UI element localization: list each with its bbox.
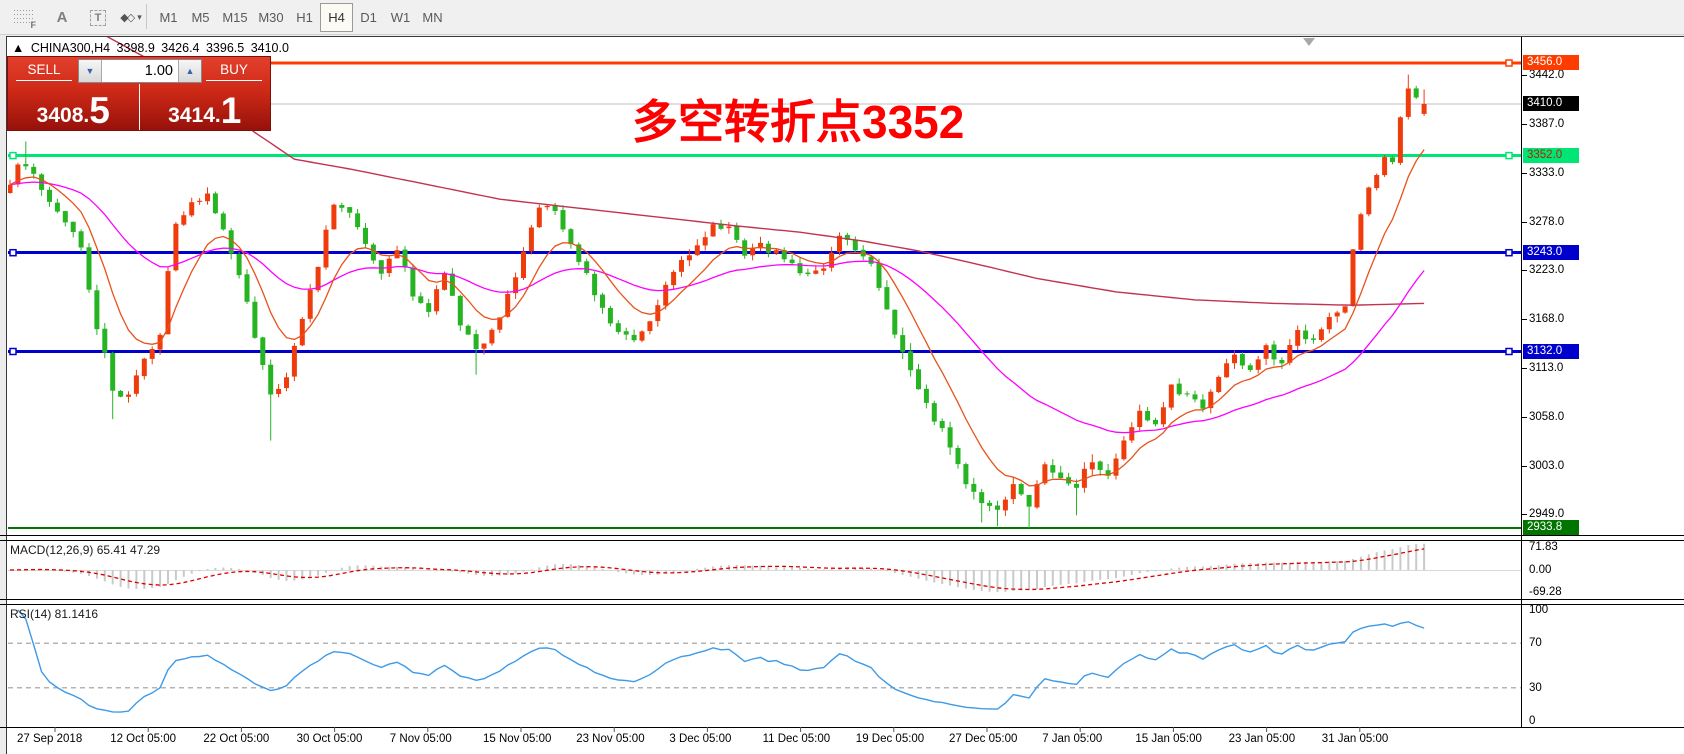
bar-high: 3426.4: [161, 41, 200, 55]
toolbar: F A T ◆◇ ▾ M1 M5 M15 M30 H1 H4 D1 W1 MN: [0, 0, 1684, 35]
volume-decrease-button[interactable]: ▼: [79, 60, 102, 82]
timeframe-m1-button[interactable]: M1: [159, 10, 178, 25]
price-tick-label: 3442.0: [1521, 69, 1565, 82]
date-tick-label: 15 Jan 05:00: [1135, 733, 1202, 745]
price-badge-3132.0: 3132.0: [1523, 343, 1579, 359]
price-tick-label: 2949.0: [1521, 508, 1565, 521]
buy-price[interactable]: 3414. 1: [140, 84, 271, 130]
date-tick-label: 27 Sep 2018: [17, 733, 83, 745]
date-tick-label: 23 Jan 05:00: [1228, 733, 1296, 745]
sell-price[interactable]: 3408. 5: [8, 84, 140, 130]
symbol-period: CHINA300,H4: [30, 41, 111, 55]
date-tick-label: 7 Nov 05:00: [389, 733, 452, 745]
one-click-trade-panel: SELL ▼ ▲ BUY 3408. 5 3414. 1: [8, 57, 270, 130]
buy-price-big-digit: 1: [220, 89, 242, 131]
buy-price-main: 3414.: [168, 104, 221, 127]
price-tick-label: 3223.0: [1521, 264, 1565, 277]
timeframe-w1-button[interactable]: W1: [390, 10, 411, 25]
buy-button[interactable]: BUY: [206, 59, 262, 81]
volume-input[interactable]: [102, 60, 178, 82]
timeframe-m30-button[interactable]: M30: [258, 10, 284, 25]
volume-increase-button[interactable]: ▲: [178, 60, 201, 82]
price-badge-3456.0: 3456.0: [1523, 55, 1579, 70]
rsi-axis-label: 30: [1529, 681, 1542, 694]
date-tick-label: 30 Oct 05:00: [296, 733, 363, 745]
text-box-icon: T: [89, 9, 107, 26]
chart-title: ▲ CHINA300,H4 3398.9 3426.4 3396.5 3410.…: [12, 41, 292, 55]
toolbar-separator: [146, 4, 147, 29]
price-tick-label: 3387.0: [1521, 118, 1565, 131]
indicator-grid-icon: F: [14, 9, 36, 30]
price-tick-label: 3278.0: [1521, 215, 1565, 228]
text-box-button[interactable]: T: [82, 3, 114, 32]
price-badge-3410.0: 3410.0: [1523, 95, 1579, 111]
timeframe-d1-button[interactable]: D1: [360, 10, 377, 25]
date-tick-label: 3 Dec 05:00: [669, 733, 732, 745]
date-tick-label: 7 Jan 05:00: [1042, 733, 1103, 745]
chart-shift-marker-icon[interactable]: [1303, 38, 1315, 46]
price-tick-label: 3003.0: [1521, 460, 1565, 473]
shapes-dropdown-button[interactable]: ◆◇ ▾: [114, 3, 148, 32]
rsi-axis-label: 0: [1529, 715, 1536, 727]
date-tick-label: 19 Dec 05:00: [855, 733, 925, 745]
date-tick-label: 31 Jan 05:00: [1321, 733, 1389, 745]
text-label-button[interactable]: A: [46, 3, 78, 32]
timeframe-h4-button[interactable]: H4: [320, 3, 353, 32]
bar-open: 3398.9: [116, 41, 155, 55]
price-tick-label: 3168.0: [1521, 313, 1565, 326]
macd-axis-label: 71.83: [1529, 541, 1558, 553]
price-badge-2933.8: 2933.8: [1523, 520, 1579, 536]
sell-price-main: 3408.: [36, 104, 90, 127]
chart-annotation-text: 多空转折点3352: [632, 96, 965, 148]
macd-label: MACD(12,26,9) 65.41 47.29: [10, 543, 161, 557]
price-tick-label: 3333.0: [1521, 166, 1565, 179]
price-badge-3243.0: 3243.0: [1523, 244, 1579, 260]
date-tick-label: 11 Dec 05:00: [762, 733, 831, 745]
date-tick-label: 27 Dec 05:00: [949, 733, 1018, 745]
price-tick-label: 3058.0: [1521, 411, 1565, 424]
date-tick-label: 23 Nov 05:00: [576, 733, 645, 745]
date-tick-label: 22 Oct 05:00: [203, 733, 270, 745]
timeframe-m5-button[interactable]: M5: [191, 10, 210, 25]
bar-close: 3410.0: [250, 41, 289, 55]
volume-stepper: ▼ ▲: [78, 59, 202, 83]
price-tick-label: 3113.0: [1521, 362, 1564, 375]
price-badge-3352.0: 3352.0: [1523, 147, 1579, 163]
sell-button[interactable]: SELL: [16, 59, 72, 81]
indicators-button[interactable]: F: [6, 3, 42, 32]
rsi-axis-label: 70: [1529, 637, 1542, 650]
macd-axis-label: -69.28: [1529, 586, 1562, 599]
date-tick-label: 12 Oct 05:00: [110, 733, 177, 745]
bar-low: 3396.5: [205, 41, 245, 55]
sell-price-big-digit: 5: [89, 89, 110, 131]
timeframe-h1-button[interactable]: H1: [296, 10, 313, 25]
date-tick-label: 15 Nov 05:00: [483, 733, 552, 745]
timeframe-mn-button[interactable]: MN: [422, 10, 443, 25]
macd-axis-label: 0.00: [1529, 564, 1552, 576]
shapes-icon: ◆◇: [120, 12, 135, 24]
text-label-icon: A: [56, 9, 68, 26]
rsi-axis-label: 100: [1529, 604, 1549, 616]
chevron-down-icon: ▾: [137, 12, 142, 22]
rsi-label: RSI(14) 81.1416: [10, 607, 99, 621]
timeframe-m15-button[interactable]: M15: [222, 10, 248, 25]
collapse-arrow-icon[interactable]: ▲: [12, 41, 25, 55]
